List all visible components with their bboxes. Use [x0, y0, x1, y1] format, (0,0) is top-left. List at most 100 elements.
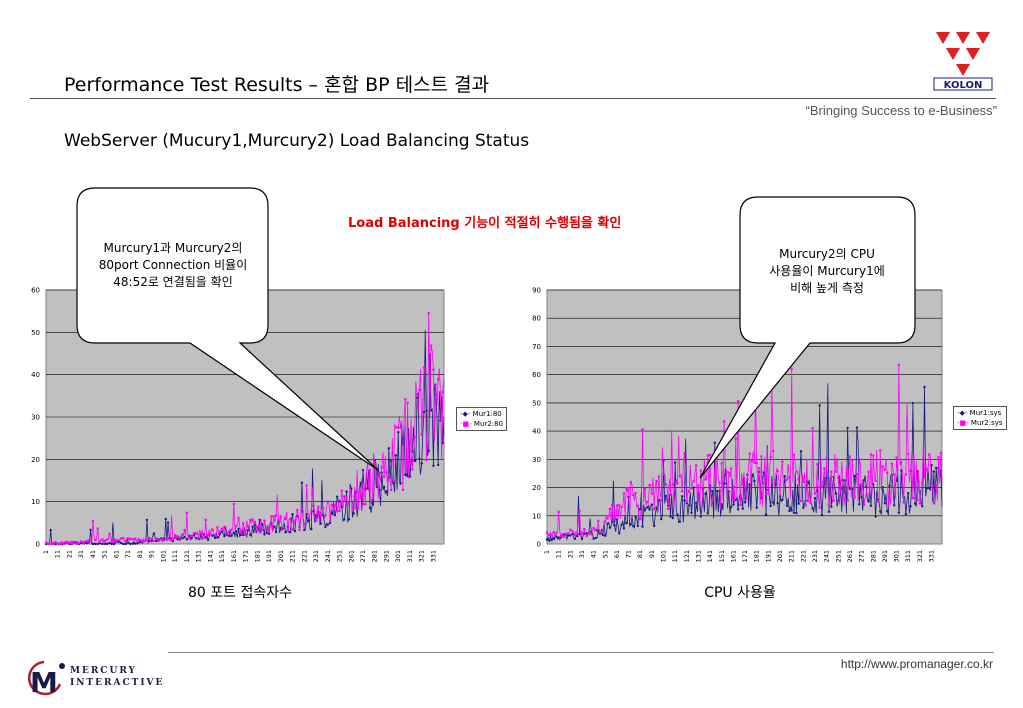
data-point [239, 533, 243, 537]
data-point [197, 536, 200, 540]
data-point [739, 503, 742, 507]
data-point [385, 471, 388, 474]
data-point [101, 538, 104, 541]
data-point [124, 542, 128, 546]
data-point [84, 540, 88, 543]
data-point [427, 449, 430, 452]
data-point [699, 515, 703, 518]
data-point [583, 527, 586, 531]
data-point [827, 510, 831, 513]
data-point [300, 507, 304, 510]
data-point [401, 488, 405, 491]
data-point [858, 458, 861, 461]
data-point [566, 534, 570, 537]
data-point [846, 499, 849, 502]
data-point [753, 461, 756, 464]
data-point [629, 523, 633, 526]
data-point [49, 542, 52, 545]
data-point [199, 532, 203, 535]
data-point [223, 534, 226, 538]
data-point [573, 533, 577, 537]
data-point [413, 436, 416, 439]
kolon-logo: KOLON [933, 32, 993, 91]
footer-url[interactable]: http://www.promanager.co.kr [840, 657, 993, 671]
data-point [270, 515, 273, 518]
data-point [673, 461, 677, 464]
data-point [769, 455, 772, 459]
data-point [216, 536, 219, 539]
data-point [267, 532, 271, 535]
data-point [911, 401, 915, 405]
data-point [792, 453, 796, 456]
data-point [80, 540, 83, 543]
data-point [681, 490, 684, 493]
legend-item: -■- Mur2:sys [957, 419, 1003, 427]
data-point [569, 528, 572, 531]
data-point [87, 539, 90, 542]
data-point [275, 514, 278, 517]
data-point [697, 484, 700, 487]
data-point [232, 531, 236, 534]
data-point [347, 501, 351, 505]
data-point [385, 490, 388, 493]
data-point [392, 482, 395, 485]
data-point [897, 363, 900, 366]
svg-text:M: M [30, 666, 58, 698]
data-point [411, 468, 414, 471]
data-point [743, 486, 747, 489]
data-point [192, 532, 196, 535]
data-point [832, 499, 835, 502]
data-point [206, 534, 210, 537]
data-point [413, 459, 416, 462]
data-point [909, 504, 912, 508]
data-point [699, 469, 702, 472]
y-tick-label: 90 [532, 287, 541, 295]
data-point [799, 499, 803, 503]
data-point [340, 505, 344, 509]
data-point [888, 491, 891, 494]
data-point [343, 518, 346, 521]
data-point [204, 536, 207, 539]
data-point [138, 540, 142, 544]
data-point [166, 521, 170, 524]
data-point [420, 462, 423, 465]
data-point [844, 488, 847, 491]
data-point [249, 533, 252, 536]
x-tick-label: 131 [694, 550, 702, 562]
data-point [256, 529, 259, 532]
data-point [893, 504, 896, 507]
y-tick-label: 30 [31, 414, 40, 422]
data-point [732, 503, 735, 506]
data-point [660, 499, 663, 503]
data-point [851, 459, 854, 462]
y-tick-label: 60 [31, 287, 40, 295]
data-point [648, 483, 651, 487]
data-point [767, 491, 770, 495]
data-point [792, 511, 796, 515]
data-point [783, 483, 786, 486]
data-point [692, 486, 696, 489]
data-point [310, 510, 313, 513]
data-point [927, 486, 931, 490]
data-point [804, 504, 807, 507]
data-point [251, 518, 254, 521]
data-point [569, 534, 572, 537]
data-point [622, 527, 626, 530]
data-point [108, 541, 111, 545]
data-point [785, 478, 789, 481]
page-title: Performance Test Results – 혼합 BP 테스트 결과 [64, 74, 490, 96]
x-tick-label: 321 [418, 550, 426, 562]
data-point [916, 499, 919, 502]
data-point [73, 541, 76, 544]
data-point [680, 495, 684, 498]
data-point [760, 455, 763, 458]
data-point [213, 534, 217, 537]
caption-cpu: CPU 사용율 [704, 585, 776, 601]
x-tick-label: 111 [671, 550, 679, 562]
data-point [324, 525, 327, 529]
data-point [242, 522, 245, 525]
y-tick-label: 70 [532, 343, 541, 351]
data-point [157, 539, 160, 542]
data-point [643, 509, 647, 512]
data-point [937, 456, 940, 459]
